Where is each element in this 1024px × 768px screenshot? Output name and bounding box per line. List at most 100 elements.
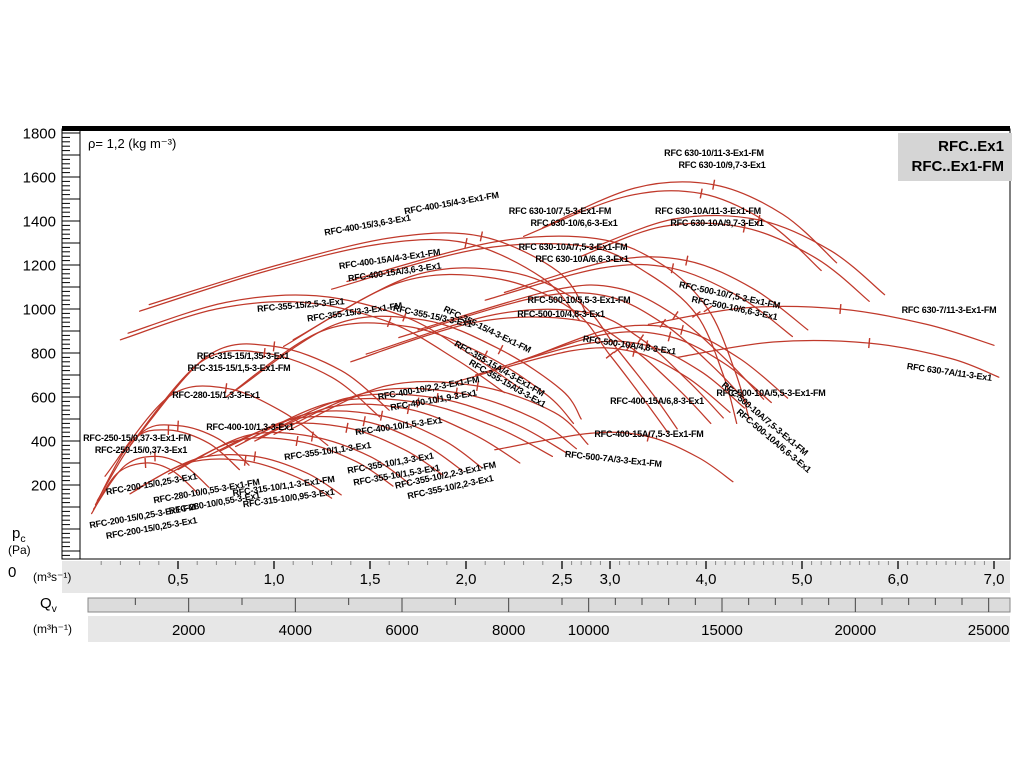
curve-label: RFC-280-15/1,3-3-Ex1: [172, 390, 260, 400]
curve-limit-tick: [253, 451, 257, 462]
fan-curve: [135, 343, 390, 440]
y-tick-label: 1200: [23, 257, 56, 274]
curve-label: RFC-400-15A/7,5-3-Ex1-FM: [594, 429, 703, 439]
y-axis-unit-label: (Pa): [8, 543, 31, 557]
y-tick-label: 1600: [23, 169, 56, 186]
x-tick-label-ms: 7,0: [984, 571, 1005, 588]
x-tick-label-ms: 0,5: [168, 571, 189, 588]
curve-limit-tick: [868, 338, 871, 349]
curve-limit-tick: [295, 435, 299, 447]
y-quantity-sub: c: [20, 533, 26, 545]
y-tick-label: 1000: [23, 301, 56, 318]
curve-limit-tick: [406, 404, 411, 415]
curve-limit-tick: [454, 387, 458, 398]
y-tick-label: 1800: [23, 125, 56, 142]
x-axis-ms-band: [62, 561, 1010, 593]
curve-label: RFC-315-15/1,5-3-Ex1-FM: [188, 363, 291, 373]
curve-limit-tick: [667, 331, 672, 342]
curve-label: RFC-500-10A/5,5-3-Ex1-FM: [716, 388, 825, 398]
curve-limit-tick: [646, 431, 651, 442]
curve-limit-tick: [362, 416, 366, 427]
fan-curve: [346, 235, 750, 420]
curve-limit-tick: [742, 222, 747, 233]
flow-quantity-label: Qv: [40, 595, 57, 615]
x-axis-mh-labels: 2000 4000 6000 8000 10000 15000 20000 25000: [172, 622, 1010, 639]
x-tick-label-ms: 2,0: [456, 571, 477, 588]
curve-limit-tick: [345, 422, 349, 433]
y-axis-ruler: [62, 132, 80, 556]
curve-limit-tick: [839, 303, 842, 315]
curve-label: RFC-500-10/5,5-3-Ex1-FM: [528, 295, 631, 305]
fan-curve: [398, 292, 750, 406]
fan-curve: [330, 243, 738, 425]
curve-limit-tick: [379, 410, 384, 421]
curve-label: RFC-250-15/0,37-3-Ex1: [95, 445, 188, 455]
x-tick-label-mh: 25000: [968, 622, 1010, 639]
x-tick-label-ms: 1,0: [264, 571, 285, 588]
curve-limit-tick: [685, 255, 689, 266]
curve-label: RFC-400-10/1,3-3-Ex1: [206, 422, 294, 432]
x-tick-label-ms: 2,5: [552, 571, 573, 588]
fan-curve: [138, 238, 580, 321]
curve-label: RFC 630-10/9,7-3-Ex1: [678, 160, 765, 170]
curve-limit-tick: [482, 350, 489, 360]
curve-label: RFC 630-10/11-3-Ex1-FM: [664, 148, 764, 158]
curve-limit-tick: [613, 346, 623, 354]
x-tick-label-mh: 4000: [279, 622, 312, 639]
curve-limit-tick: [263, 347, 266, 359]
curve-limit-tick: [402, 311, 407, 322]
y-axis-labels: 1800 1600 1400 1200 1000 800 600 400 200: [23, 125, 56, 494]
x-tick-label-mh: 6000: [385, 622, 418, 639]
curve-limit-tick: [632, 346, 636, 357]
curve-limit-tick: [637, 334, 645, 344]
plot-top-border: [62, 126, 1010, 131]
y-tick-label: 200: [31, 477, 56, 494]
fan-curve: [513, 331, 772, 404]
x-tick-label-ms: 1,5: [360, 571, 381, 588]
x-axis-mh-unit-label: (m³h⁻¹): [33, 622, 72, 636]
curve-limit-tick: [625, 341, 633, 351]
fan-curve: [292, 267, 678, 430]
flow-quantity-sub: v: [51, 603, 57, 615]
curve-label: RFC 630-10/6,6-3-Ex1: [530, 218, 617, 228]
scale-bar-ticks: [134, 598, 990, 612]
y-tick-label: 1400: [23, 213, 56, 230]
curve-limit-tick: [224, 383, 228, 394]
flow-quantity: Q: [40, 595, 52, 612]
y-tick-label: 600: [31, 389, 56, 406]
curve-limit-tick: [680, 324, 684, 335]
fan-curves: [90, 179, 1000, 515]
x-tick-label-ms: 4,0: [696, 571, 717, 588]
y-axis-zero-label: 0: [8, 564, 17, 581]
curve-limit-tick: [644, 340, 649, 351]
fan-curve: [365, 308, 724, 419]
curve-limit-tick: [177, 420, 179, 431]
x-tick-label-mh: 10000: [568, 622, 610, 639]
x-tick-label-mh: 2000: [172, 622, 205, 639]
legend-box: RFC..Ex1 RFC..Ex1-FM: [898, 133, 1012, 181]
fan-curve: [148, 232, 588, 316]
curve-limit-tick: [476, 380, 479, 392]
curve-limit-tick: [464, 237, 468, 249]
curve-limit-tick: [310, 431, 314, 442]
y-tick-label: 800: [31, 345, 56, 362]
x-tick-label-mh: 8000: [492, 622, 525, 639]
curve-limit-tick: [703, 305, 713, 313]
x-tick-label-ms: 3,0: [600, 571, 621, 588]
curve-limit-tick: [670, 263, 675, 274]
fan-curve: [417, 284, 765, 400]
curve-label: RFC 630-10A/11-3-Ex1-FM: [655, 206, 761, 216]
fan-curve: [350, 316, 712, 425]
fan-curve: [455, 347, 731, 414]
x-axis-area: [62, 561, 1011, 642]
y-quantity: p: [12, 525, 21, 542]
curve-label: RFC 630-7/11-3-Ex1-FM: [902, 305, 997, 315]
fan-curve: [127, 294, 521, 389]
curve-label: RFC 630-10A/7,5-3-Ex1-FM: [519, 242, 628, 252]
curve-limit-tick: [416, 397, 420, 408]
x-axis-scale-bar: [87, 597, 1011, 613]
fan-curve: [273, 387, 578, 450]
curve-label: RFC 630-10A/6,6-3-Ex1: [535, 254, 629, 264]
